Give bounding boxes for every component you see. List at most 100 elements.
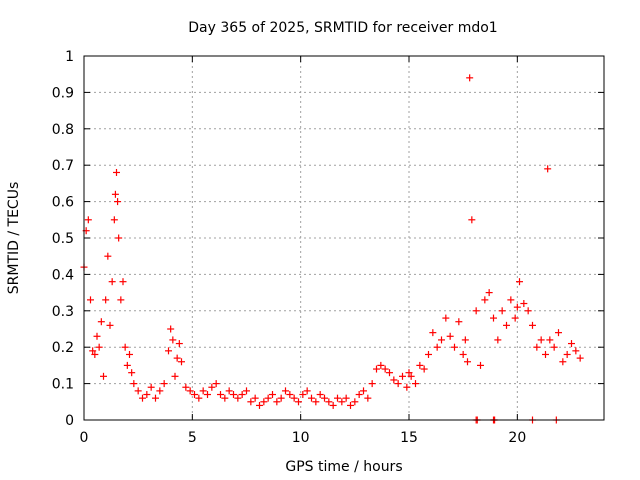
data-point (186, 387, 194, 395)
data-point (286, 391, 294, 399)
data-point (165, 347, 172, 355)
y-tick-label: 0.6 (52, 195, 74, 211)
data-point (520, 300, 528, 308)
data-point (511, 314, 519, 322)
y-tick-label: 0.4 (52, 267, 74, 283)
data-point (477, 361, 484, 369)
data-point (507, 296, 515, 304)
data-point (221, 394, 229, 402)
x-axis-label: GPS time / hours (285, 459, 402, 475)
y-tick-label: 0.8 (52, 122, 74, 138)
data-point (191, 391, 198, 399)
data-point (104, 252, 112, 260)
data-point (277, 394, 285, 402)
data-point (513, 303, 521, 311)
data-point (550, 343, 558, 351)
data-point (182, 383, 190, 391)
data-point (461, 336, 469, 344)
data-point (494, 336, 502, 344)
data-point (295, 398, 302, 406)
data-point (234, 394, 242, 402)
x-tick-label: 10 (292, 430, 310, 446)
data-point (264, 394, 272, 402)
y-tick-label: 0.9 (52, 85, 74, 101)
data-point (568, 340, 575, 348)
y-tick-label: 0.3 (52, 304, 74, 320)
data-point (468, 216, 476, 224)
grid-lines (84, 56, 604, 420)
data-point (108, 278, 116, 286)
data-point (243, 387, 250, 395)
data-point (390, 376, 398, 384)
data-point (405, 369, 413, 377)
data-point (100, 372, 107, 380)
data-point (167, 325, 175, 333)
data-point (451, 343, 458, 351)
data-point (130, 380, 138, 388)
data-point (347, 401, 354, 409)
data-point (425, 350, 432, 358)
data-point (110, 216, 118, 224)
data-point (537, 336, 545, 344)
data-point (152, 394, 159, 402)
data-point (173, 354, 181, 362)
data-point (576, 354, 584, 362)
data-point (498, 307, 506, 315)
data-point (117, 296, 125, 304)
data-point (546, 336, 554, 344)
data-point (204, 391, 211, 399)
data-point (555, 329, 562, 337)
data-point (115, 234, 123, 242)
data-point (394, 380, 402, 388)
x-tick-label: 5 (188, 430, 197, 446)
data-point (91, 350, 99, 358)
data-point (455, 318, 463, 326)
y-axis-label: SRMTID / TECUs (6, 182, 22, 295)
data-point (542, 350, 549, 358)
data-point (403, 383, 411, 391)
data-point (102, 296, 110, 304)
data-point (171, 372, 179, 380)
data-point (160, 380, 168, 388)
data-point (524, 307, 532, 315)
data-point (364, 394, 372, 402)
data-point (299, 391, 307, 399)
data-point (338, 398, 346, 406)
data-point (303, 387, 311, 395)
data-point (342, 394, 350, 402)
data-point (373, 365, 380, 373)
data-point (459, 350, 467, 358)
data-point (466, 74, 474, 82)
data-point (503, 321, 510, 329)
data-points (80, 74, 584, 424)
data-point (529, 321, 536, 329)
axis-ticks: 00.10.20.30.40.50.60.70.80.910 5 10 15 20 (52, 49, 604, 446)
data-point (399, 372, 406, 380)
y-tick-label: 0.2 (52, 340, 74, 356)
data-point (199, 387, 207, 395)
plot-frame (83, 55, 605, 421)
data-point (95, 343, 103, 351)
data-point (377, 361, 385, 369)
data-point (111, 190, 119, 198)
data-point (230, 391, 237, 399)
data-point (472, 307, 480, 315)
data-point (93, 332, 101, 340)
data-point (490, 314, 497, 322)
data-point (113, 168, 120, 176)
data-point (485, 289, 493, 297)
data-point (433, 343, 441, 351)
y-tick-label: 0.7 (52, 158, 74, 174)
data-point (360, 387, 367, 395)
data-point (416, 361, 424, 369)
chart-title: Day 365 of 2025, SRMTID for receiver mdo… (188, 20, 497, 36)
data-point (412, 380, 419, 388)
data-point (329, 401, 337, 409)
data-point (321, 394, 328, 402)
data-point (119, 278, 127, 286)
data-point (156, 387, 164, 395)
data-point (559, 358, 567, 366)
x-tick-label: 20 (508, 430, 526, 446)
data-point (325, 398, 333, 406)
x-tick-label: 15 (400, 430, 418, 446)
